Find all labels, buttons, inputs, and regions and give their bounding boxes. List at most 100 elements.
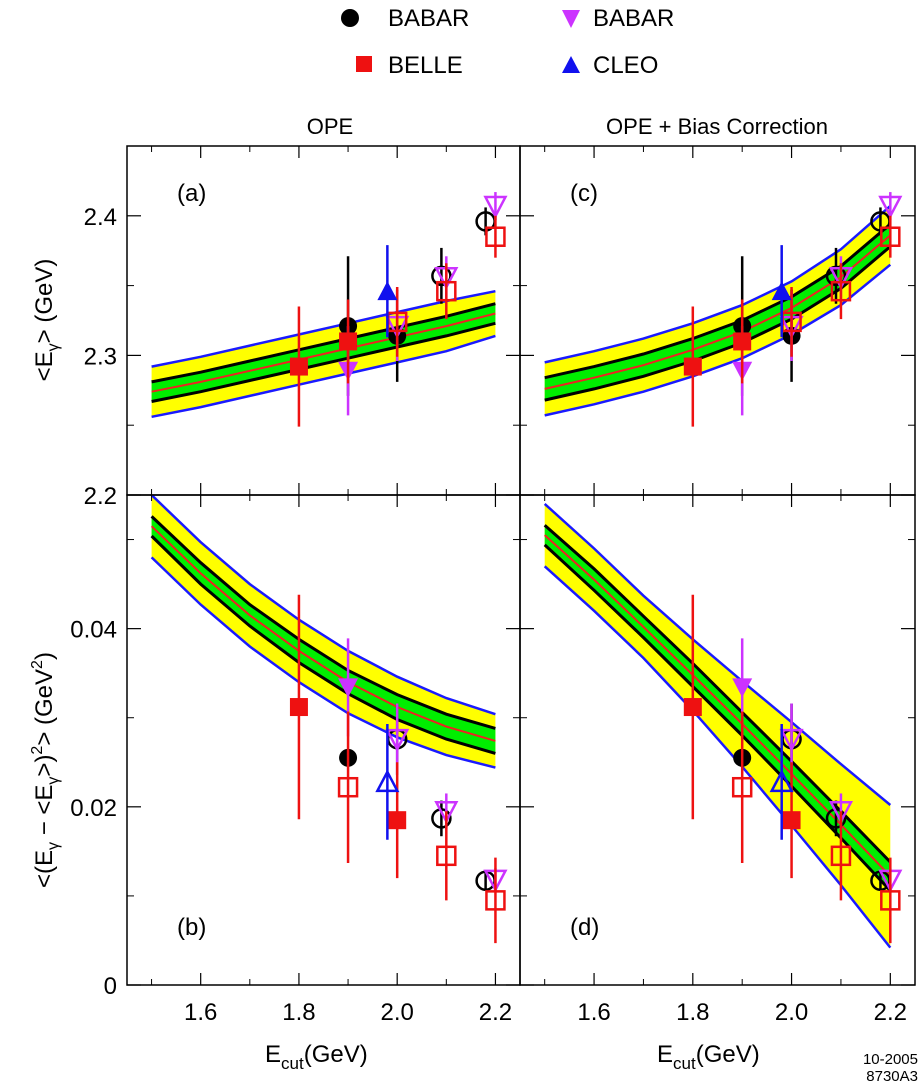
band-outer-upper-edge — [543, 502, 892, 806]
data-point-belle-square — [289, 306, 308, 427]
figure-id-code: 8730A3 — [866, 1068, 918, 1085]
marker-circle — [825, 265, 847, 287]
x-tick-label: 1.6 — [184, 999, 217, 1026]
uncertainty-band-inner — [544, 525, 891, 891]
marker-circle — [431, 265, 452, 287]
panel-label: (c) — [570, 180, 598, 207]
marker-square — [339, 332, 358, 351]
marker-square — [289, 357, 308, 376]
marker-triangle-up — [771, 281, 792, 301]
marker-square — [388, 811, 407, 830]
x-axis-label-left: Ecut(GeV) — [265, 1041, 368, 1073]
legend-label-babar-1: BABAR — [388, 5, 469, 32]
uncertainty-band-inner — [544, 224, 891, 401]
marker-square — [289, 698, 308, 717]
band-outer-upper-edge — [150, 495, 496, 716]
panels: (a) 2.2 2.3 2.4 (b) 0 0.02 0.04 1.6 1.8 2.0 2.2 (c) (… — [70, 145, 916, 1026]
data-point-belle-square — [782, 762, 801, 879]
marker-square — [683, 698, 702, 717]
legend-marker-babar-triangle — [562, 10, 580, 28]
marker-triangle-down — [385, 728, 410, 752]
panel-label: (b) — [177, 914, 206, 941]
marker-triangle-down — [732, 678, 753, 698]
data-point-belle-square — [436, 811, 457, 901]
data-point-babar-tri-down — [483, 192, 508, 220]
band-outer-lower-edge — [543, 565, 892, 949]
marker-square — [830, 845, 852, 867]
data-point-belle-square — [830, 811, 852, 901]
band-outer-upper-edge — [151, 289, 496, 368]
x-tick-label: 1.8 — [282, 999, 315, 1026]
x-tick-label: 1.6 — [577, 999, 610, 1026]
marker-triangle-down — [434, 801, 459, 824]
y-tick-label: 0 — [104, 973, 117, 1000]
band-outer-upper-edge — [544, 205, 892, 364]
marker-triangle-down — [828, 801, 854, 824]
data-point-cleo-tri-up — [771, 245, 792, 338]
legend-marker-babar-circle — [341, 9, 359, 27]
plot-area — [543, 502, 903, 949]
top-y-axis-label: <Eγ> (GeV) — [31, 259, 62, 382]
panel-b: (b) 0 0.02 0.04 1.6 1.8 2.0 2.2 — [70, 494, 521, 1026]
data-point-belle-square — [830, 263, 852, 320]
y-tick-label: 0.04 — [70, 617, 117, 644]
data-point-belle-square — [388, 762, 407, 879]
left-column-title: OPE — [307, 114, 353, 139]
legend-label-belle: BELLE — [388, 52, 463, 79]
x-tick-label: 2.2 — [874, 999, 907, 1026]
plot-area — [544, 192, 903, 427]
marker-square — [733, 332, 752, 351]
y-tick-label: 2.3 — [84, 343, 117, 370]
data-point-belle-square — [289, 594, 308, 820]
panel-d: (d) 1.6 1.8 2.0 2.2 — [519, 494, 916, 1026]
marker-square — [731, 776, 753, 798]
y-tick-label: 0.02 — [70, 795, 117, 822]
panel-label: (d) — [570, 914, 599, 941]
band-outer-lower-edge — [150, 556, 496, 769]
prediction-central-line — [151, 312, 496, 393]
y-tick-label: 2.4 — [84, 204, 117, 231]
legend-label-babar-2: BABAR — [593, 5, 674, 32]
marker-square — [880, 226, 901, 247]
marker-square — [830, 280, 852, 302]
figure-date-code: 10-2005 — [863, 1051, 918, 1068]
marker-triangle-down — [483, 195, 508, 219]
data-point-belle-square — [683, 594, 702, 820]
marker-square — [485, 226, 506, 247]
band-inner-lower-edge — [150, 534, 496, 755]
prediction-central-line — [150, 525, 496, 742]
x-tick-label: 2.2 — [479, 999, 512, 1026]
legend: BABAR BABAR BELLE CLEO — [341, 5, 674, 79]
x-tick-label: 2.0 — [381, 999, 414, 1026]
data-point-cleo-tri-up — [375, 723, 400, 840]
band-inner-lower-edge — [151, 321, 496, 403]
data-point-belle-square — [485, 857, 506, 944]
panel-frame — [519, 494, 916, 986]
prediction-central-line — [544, 534, 892, 877]
band-inner-lower-edge — [543, 543, 892, 892]
marker-square — [485, 890, 506, 911]
x-axis-label-right: Ecut(GeV) — [657, 1041, 760, 1073]
plot-area — [150, 495, 508, 944]
data-point-belle-square — [337, 711, 359, 863]
panel-a: (a) 2.2 2.3 2.4 — [84, 145, 521, 510]
band-inner-upper-edge — [151, 302, 496, 384]
data-point-belle-square — [339, 299, 358, 384]
y-tick-label: 2.2 — [84, 483, 117, 510]
marker-triangle-up — [769, 769, 794, 793]
marker-triangle-up — [375, 769, 400, 793]
marker-square — [337, 776, 359, 798]
data-point-belle-square — [731, 711, 753, 863]
marker-triangle-down — [779, 728, 804, 752]
marker-square — [683, 357, 702, 376]
data-point-cleo-tri-up — [377, 245, 398, 338]
data-point-cleo-tri-up — [769, 723, 794, 840]
marker-triangle-down — [878, 195, 903, 219]
band-inner-upper-edge — [150, 515, 496, 730]
panel-label: (a) — [177, 180, 206, 207]
data-point-belle-square — [436, 263, 457, 320]
legend-marker-cleo — [562, 56, 580, 73]
marker-triangle-up — [377, 281, 398, 301]
x-tick-label: 1.8 — [676, 999, 709, 1026]
